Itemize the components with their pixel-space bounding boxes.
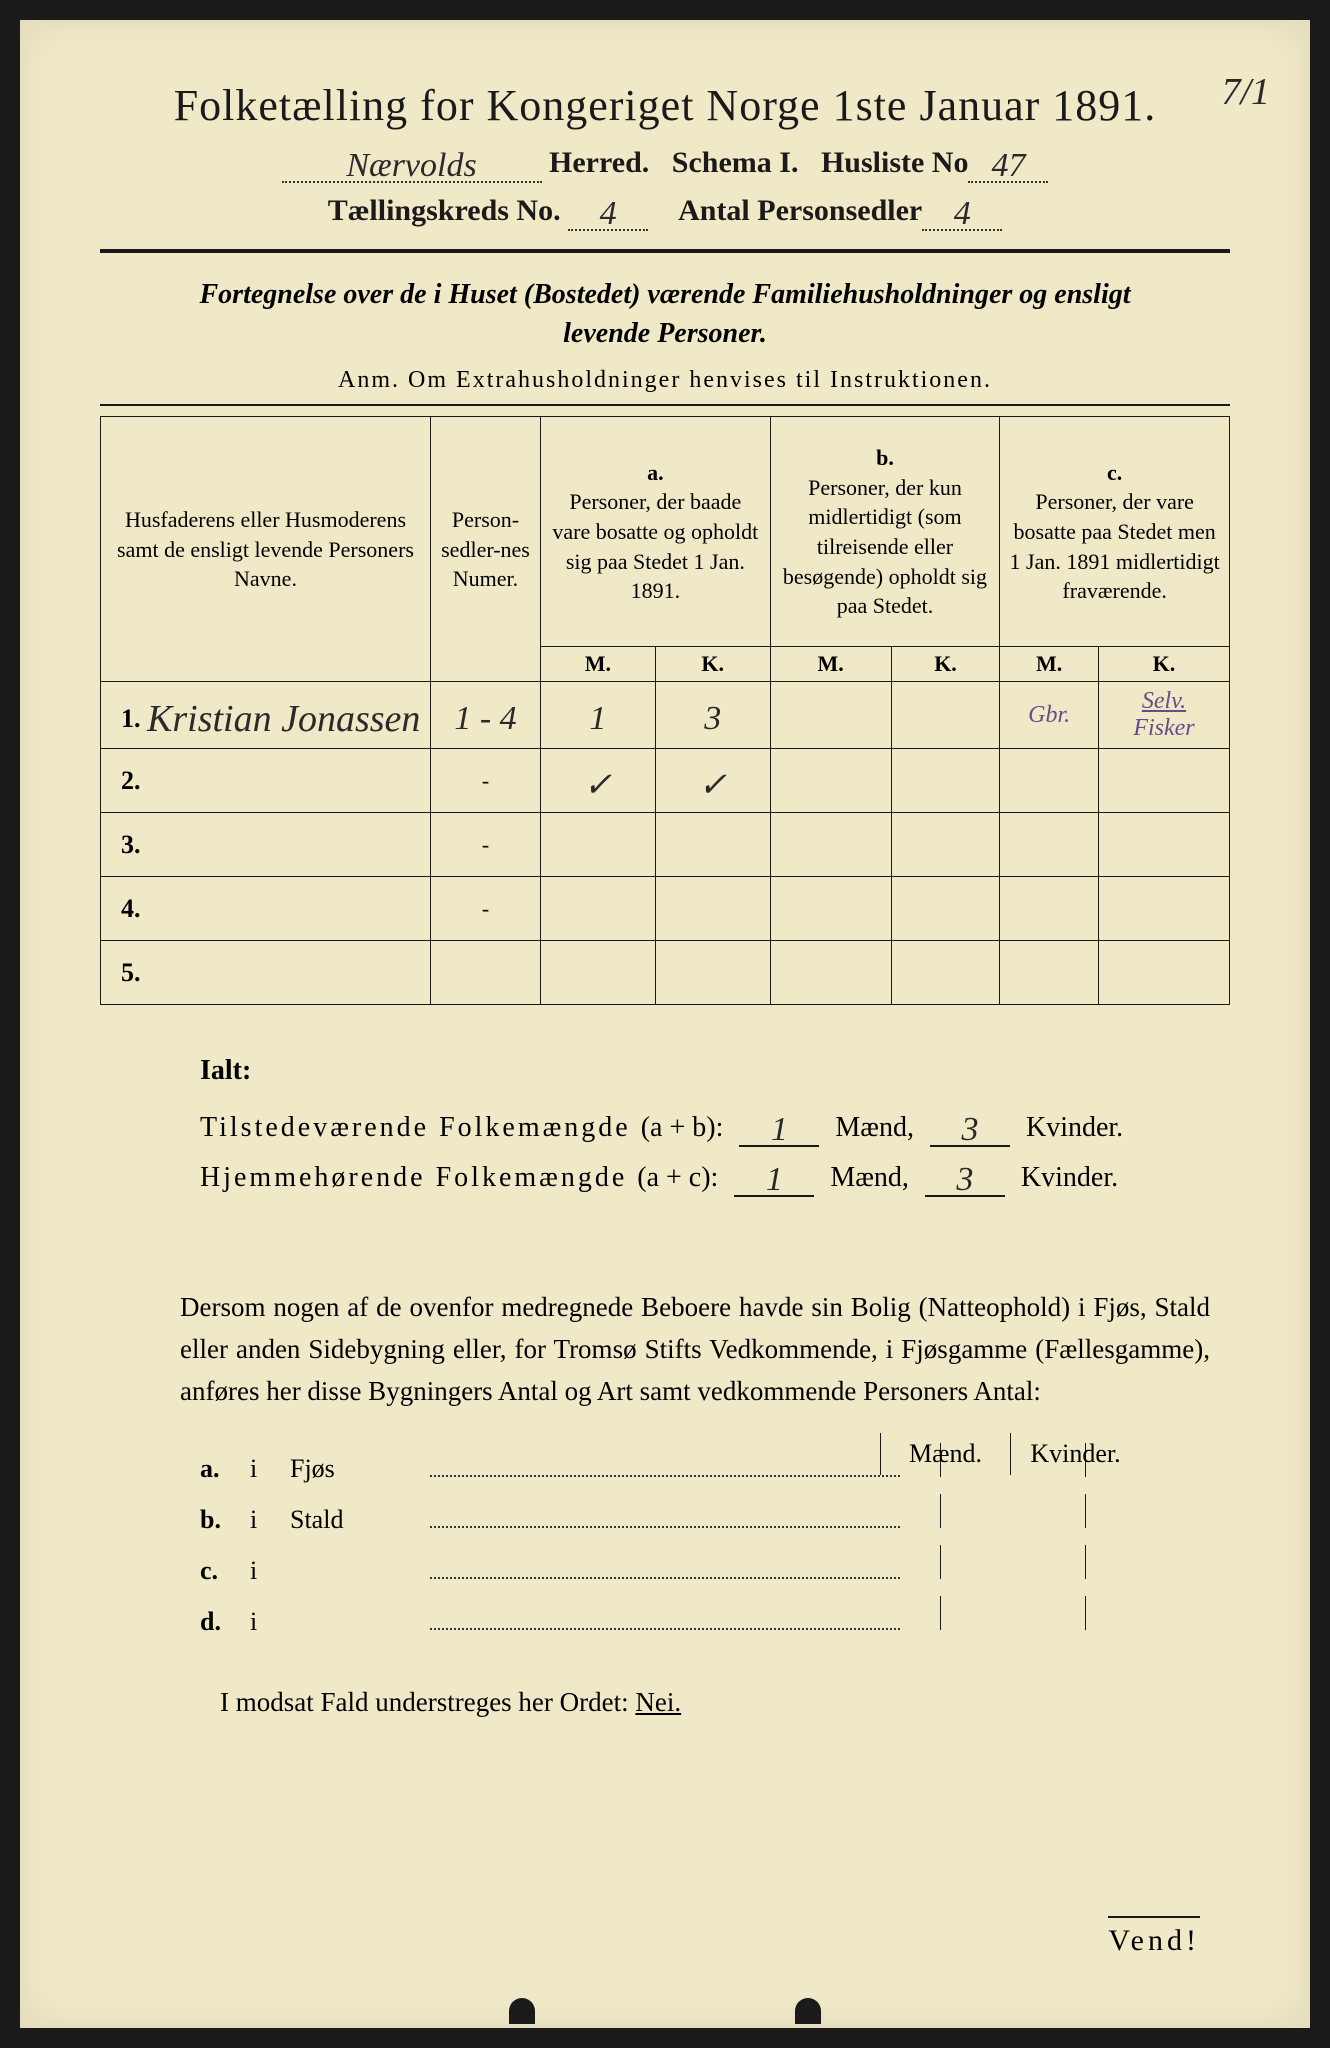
divider <box>100 404 1230 406</box>
nei-line: I modsat Fald understreges her Ordet: Ne… <box>100 1687 1230 1718</box>
building-row: b. i Stald <box>200 1494 1230 1535</box>
antal-label: Antal Personsedler <box>678 194 922 227</box>
herred-value: Nærvolds <box>346 147 476 184</box>
page-edge-marks <box>20 1998 1310 2024</box>
col-c-m: M. <box>1000 647 1099 682</box>
census-table: Husfaderens eller Husmoderens samt de en… <box>100 416 1230 1005</box>
table-row: 4. - <box>101 877 1230 941</box>
col-sedler-header: Person-sedler-nes Numer. <box>431 417 541 682</box>
schema-label: Schema I. <box>672 146 799 179</box>
antal-value: 4 <box>954 195 971 232</box>
page-title: Folketælling for Kongeriget Norge 1ste J… <box>100 80 1230 131</box>
husliste-value: 47 <box>991 147 1025 184</box>
building-paragraph: Dersom nogen af de ovenfor medregnede Be… <box>100 1287 1230 1413</box>
totals-present: Tilstedeværende Folkemængde (a + b): 1 M… <box>200 1107 1230 1147</box>
building-list: Mænd.Kvinder. a. i Fjøs b. i Stald c. i … <box>100 1443 1230 1637</box>
divider <box>100 249 1230 253</box>
col-b-k: K. <box>891 647 1000 682</box>
kreds-label: Tællingskreds No. <box>328 194 561 227</box>
mk-column-labels: Mænd.Kvinder. <box>880 1433 1140 1475</box>
col-c-header: c. Personer, der vare bosatte paa Stedet… <box>1000 417 1230 647</box>
herred-label: Herred. <box>549 146 649 179</box>
totals-resident: Hjemmehørende Folkemængde (a + c): 1 Mæn… <box>200 1157 1230 1197</box>
col-b-header: b. Personer, der kun midlertidigt (som t… <box>770 417 1000 647</box>
col-c-k: K. <box>1098 647 1229 682</box>
building-row: c. i <box>200 1545 1230 1586</box>
table-row: 2. - ✓ ✓ <box>101 749 1230 813</box>
building-row: d. i <box>200 1596 1230 1637</box>
col-a-k: K. <box>655 647 770 682</box>
header-line-2: Tællingskreds No. 4 Antal Personsedler 4 <box>100 191 1230 231</box>
document-page: 7/1 Folketælling for Kongeriget Norge 1s… <box>20 20 1310 2028</box>
table-row: 3. - <box>101 813 1230 877</box>
col-a-header: a. Personer, der baade vare bosatte og o… <box>541 417 771 647</box>
header-line-1: Nærvolds Herred. Schema I. Husliste No 47 <box>100 143 1230 183</box>
corner-annotation: 7/1 <box>1221 70 1270 114</box>
kreds-value: 4 <box>600 195 617 232</box>
col-names-header: Husfaderens eller Husmoderens samt de en… <box>101 417 431 682</box>
ialt-label: Ialt: <box>200 1055 1230 1087</box>
vend-label: Vend! <box>1108 1916 1200 1958</box>
col-b-m: M. <box>770 647 891 682</box>
totals-section: Ialt: Tilstedeværende Folkemængde (a + b… <box>100 1055 1230 1197</box>
col-a-m: M. <box>541 647 656 682</box>
husliste-label: Husliste No <box>821 146 969 179</box>
table-row: 5. <box>101 941 1230 1005</box>
subtitle: Fortegnelse over de i Huset (Bostedet) v… <box>160 275 1170 353</box>
annotation-note: Anm. Om Extrahusholdninger henvises til … <box>100 367 1230 394</box>
table-row: 1. Kristian Jonassen 1 - 4 1 3 Gbr. Selv… <box>101 682 1230 749</box>
